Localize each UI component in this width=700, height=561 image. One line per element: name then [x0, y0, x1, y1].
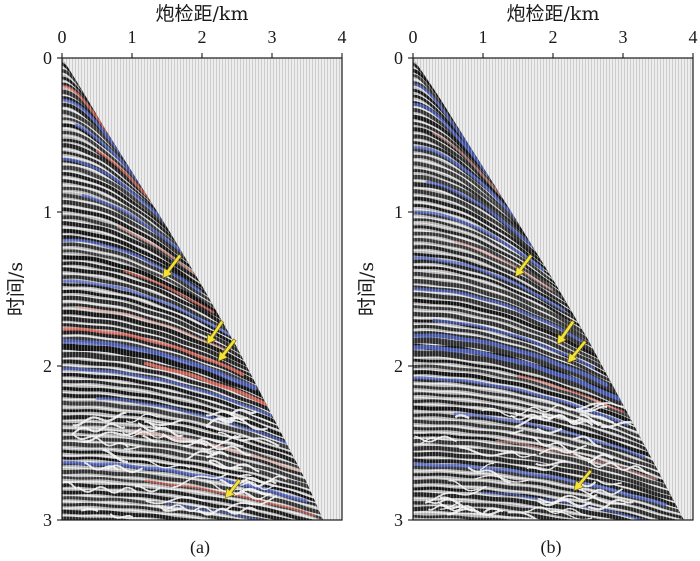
y-tick-label: 0 [43, 48, 52, 68]
x-tick-label: 3 [619, 27, 628, 47]
x-axis-title: 炮检距/km [507, 3, 600, 25]
x-tick-label: 2 [549, 27, 558, 47]
x-tick-label: 1 [128, 27, 137, 47]
annotation-arrow [224, 478, 242, 499]
annotation-arrow [217, 338, 237, 362]
y-tick-label: 1 [43, 202, 52, 222]
annotation-arrow [206, 320, 225, 345]
y-axis-title: 时间/s [356, 262, 378, 316]
annotation-arrow [573, 469, 593, 492]
annotation-arrow [514, 253, 534, 278]
x-tick-label: 4 [689, 27, 698, 47]
panel-b: 0 1 2 3 4 0 1 2 3 炮检距/km 时间/s (b) [356, 3, 698, 558]
seismic-gather-plot-b: 0 1 2 3 4 0 1 2 3 [394, 27, 698, 530]
annotation-arrow [556, 319, 576, 345]
y-axis-title: 时间/s [5, 262, 27, 316]
y-tick-label: 0 [394, 48, 403, 68]
annotation-arrow [162, 253, 183, 279]
x-tick-label: 1 [479, 27, 488, 47]
x-tick-label: 0 [58, 27, 67, 47]
seismic-gather-plot-a: 0 1 2 3 4 0 1 2 3 [43, 27, 347, 532]
y-tick-label: 3 [394, 510, 403, 530]
x-axis-title: 炮检距/km [156, 3, 249, 25]
panel-label: (b) [541, 537, 562, 558]
panel-a: 0 1 2 3 4 0 1 2 3 炮检距/km 时间/s (a) [5, 3, 347, 558]
x-tick-label: 2 [198, 27, 207, 47]
y-tick-label: 2 [43, 356, 52, 376]
y-tick-label: 1 [394, 202, 403, 222]
panel-label: (a) [190, 537, 210, 558]
x-tick-label: 4 [338, 27, 347, 47]
annotation-arrow [567, 339, 587, 364]
y-tick-label: 3 [43, 510, 52, 530]
y-tick-label: 2 [394, 356, 403, 376]
x-tick-label: 3 [268, 27, 277, 47]
x-tick-label: 0 [409, 27, 418, 47]
reflection-trough [413, 519, 565, 520]
reflection-trough [62, 522, 205, 532]
